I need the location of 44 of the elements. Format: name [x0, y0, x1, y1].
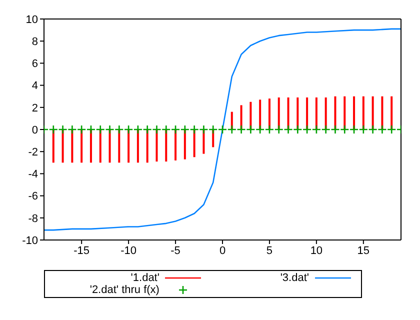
x-tick-label: -5 — [170, 244, 180, 257]
bar — [324, 97, 327, 129]
bar — [344, 96, 346, 129]
legend-label: '3.dat' — [280, 272, 309, 284]
bar — [268, 98, 270, 129]
y-tick-label: -4 — [28, 168, 38, 181]
x-tick-label: -10 — [120, 244, 137, 257]
bar — [136, 129, 139, 163]
y-tick-label: 8 — [32, 36, 38, 48]
y-tick-label: -10 — [22, 234, 38, 247]
bar — [278, 97, 280, 129]
bar — [259, 100, 262, 129]
y-tick-label: -6 — [28, 190, 38, 203]
legend-label: '2.dat' thru f(x) — [90, 284, 160, 296]
y-tick-label: 10 — [26, 14, 38, 26]
y-tick-label: 0 — [32, 124, 38, 136]
x-tick-label: 5 — [266, 244, 273, 257]
y-tick-label: 6 — [32, 58, 38, 70]
x-tick-label: 0 — [219, 244, 226, 257]
line-series — [44, 28, 401, 231]
bar — [372, 96, 374, 129]
legend-label: '1.dat' — [130, 272, 160, 284]
x-tick-label: 10 — [310, 244, 323, 257]
x-tick-label: 15 — [357, 244, 370, 257]
bar — [334, 96, 336, 129]
y-tick-label: 2 — [32, 102, 38, 114]
bar — [250, 102, 252, 129]
x-tick-label: -15 — [74, 244, 90, 257]
bar — [381, 96, 384, 129]
bar — [128, 129, 130, 163]
bar — [90, 129, 92, 163]
bar — [287, 97, 290, 129]
bar — [362, 96, 364, 129]
bar — [184, 129, 186, 160]
bar — [296, 97, 299, 129]
bar — [174, 129, 177, 160]
y-tick-label: -2 — [28, 146, 38, 159]
bar — [306, 97, 308, 129]
bar — [315, 97, 318, 129]
y-tick-label: -8 — [28, 212, 38, 225]
bar — [80, 129, 83, 163]
bar — [390, 96, 393, 129]
bar — [353, 96, 356, 129]
y-tick-label: 4 — [32, 80, 38, 92]
